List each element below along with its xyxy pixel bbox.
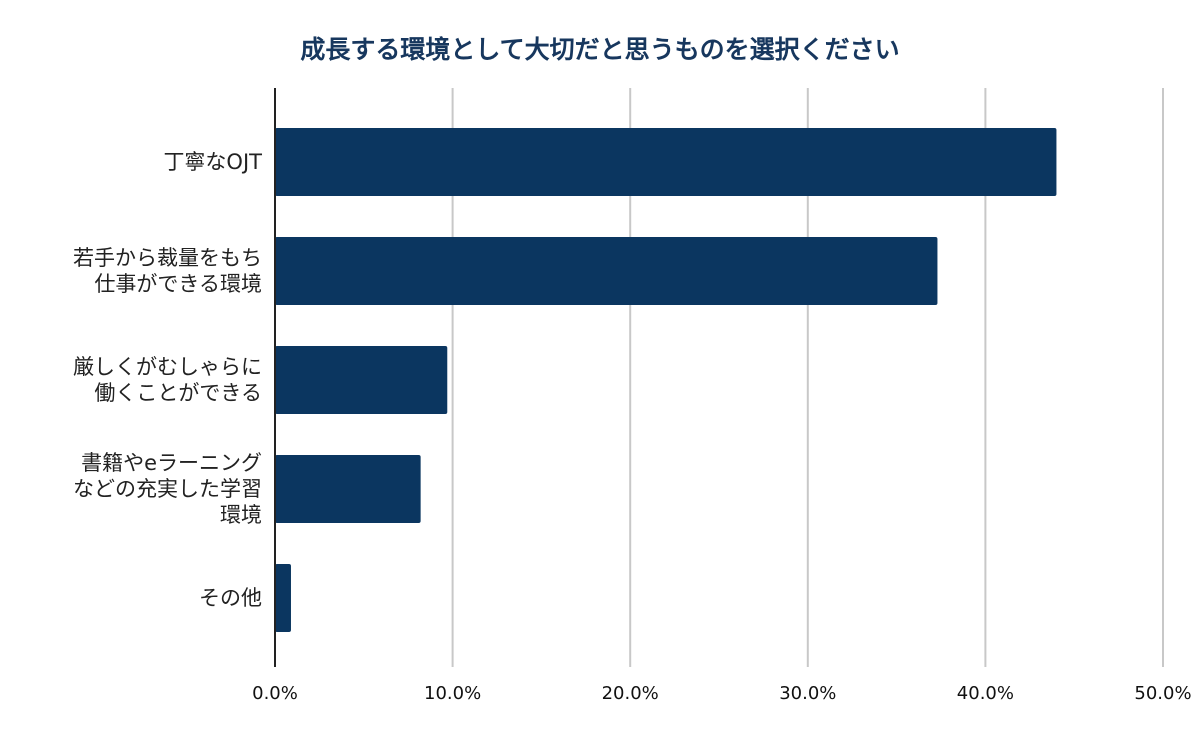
x-tick-label: 20.0% <box>602 683 659 704</box>
x-tick-label: 50.0% <box>1134 683 1191 704</box>
x-tick-label: 30.0% <box>779 683 836 704</box>
bars <box>275 128 1057 632</box>
category-label: その他 <box>199 586 262 610</box>
bar <box>275 237 938 305</box>
bar <box>275 564 291 632</box>
x-tick-label: 0.0% <box>252 683 298 704</box>
category-label: 丁寧なOJT <box>163 150 262 174</box>
chart-title: 成長する環境として大切だと思うものを選択ください <box>300 35 899 64</box>
x-tick-label: 10.0% <box>424 683 481 704</box>
tick-labels: 0.0% 10.0% 20.0% 30.0% 40.0% 50.0% <box>252 683 1191 704</box>
bar <box>275 455 421 523</box>
category-labels: 丁寧なOJT 若手から裁量をもち仕事ができる環境厳しくがむしゃらに働くことができる… <box>73 150 262 610</box>
category-label: 若手から裁量をもち仕事ができる環境 <box>73 246 262 296</box>
x-tick-label: 40.0% <box>957 683 1014 704</box>
category-label: 書籍やeラーニングなどの充実した学習環境 <box>73 451 262 527</box>
bar <box>275 346 448 414</box>
category-label: 厳しくがむしゃらに働くことができる <box>73 355 262 405</box>
bar <box>275 128 1057 196</box>
